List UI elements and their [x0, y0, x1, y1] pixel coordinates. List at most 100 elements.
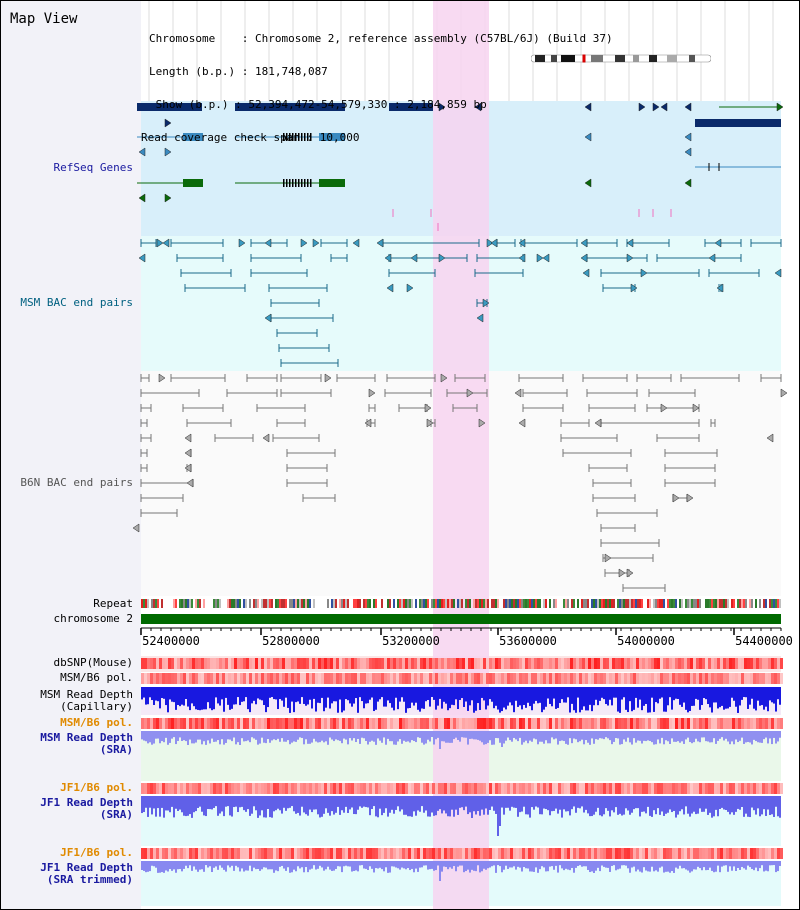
- msm-sra-depth-bar: [427, 731, 429, 740]
- msm-sra-depth-bar: [525, 731, 527, 741]
- jf1-trim-depth-bar: [331, 861, 333, 871]
- jf1-trim-depth-bar: [599, 861, 601, 872]
- exon-mark: [301, 133, 303, 141]
- jf1-trim-depth-bar: [543, 861, 545, 868]
- jf1-sra-depth-bar: [329, 796, 331, 816]
- msm-sra-depth-bar: [375, 731, 377, 745]
- msm-b6-pol2-cell: [258, 718, 261, 729]
- msm-sra-depth-bar: [291, 731, 293, 743]
- dbsnp-cell: [285, 658, 288, 669]
- repeat-cell: [477, 599, 479, 608]
- dbsnp-cell: [153, 658, 156, 669]
- jf1-trim-depth-bar: [535, 861, 537, 868]
- msm-b6-pol2-cell: [321, 718, 324, 729]
- jf1-trim-depth-bar: [363, 861, 365, 869]
- msm-b6-pol2-cell: [738, 718, 741, 729]
- msm-cap-depth-bar: [741, 687, 743, 700]
- jf1-sra-depth-bar: [157, 796, 159, 809]
- msm-cap-depth-bar: [311, 687, 313, 709]
- msm-b6-pol-cell: [705, 673, 708, 684]
- jf1-sra-depth-bar: [233, 796, 235, 808]
- jf1-sra-depth-bar: [501, 796, 503, 808]
- jf1-sra-depth-bar: [681, 796, 683, 810]
- jf1-sra-depth-bar: [163, 796, 165, 818]
- dbsnp-cell: [666, 658, 669, 669]
- jf1-trim-depth-bar: [371, 861, 373, 869]
- jf1-b6-pol-cell: [630, 783, 633, 794]
- msm-b6-pol-cell: [234, 673, 237, 684]
- jf1-trim-depth-bar: [523, 861, 525, 868]
- msm-sra-depth-bar: [467, 731, 469, 745]
- msm-sra-depth-bar: [763, 731, 765, 740]
- jf1-sra-depth-bar: [143, 796, 145, 813]
- dbsnp-cell: [300, 658, 303, 669]
- jf1-trim-depth-bar: [475, 861, 477, 872]
- msm-b6-pol-cell: [162, 673, 165, 684]
- jf1-b6-pol-cell: [543, 783, 546, 794]
- repeat-cell: [505, 599, 507, 608]
- jf1-sra-depth-bar: [361, 796, 363, 808]
- msm-b6-pol-cell: [381, 673, 384, 684]
- jf1-sra-depth-bar: [401, 796, 403, 810]
- msm-cap-depth-bar: [569, 687, 571, 713]
- jf1-b6-pol-cell: [231, 783, 234, 794]
- msm-sra-depth-bar: [611, 731, 613, 745]
- jf1-sra-depth-bar: [293, 796, 295, 812]
- msm-b6-pol-cell: [555, 673, 558, 684]
- jf1-b6-pol2-cell: [147, 848, 150, 859]
- dbsnp-cell: [402, 658, 405, 669]
- chromosome-ideogram[interactable]: [531, 53, 711, 63]
- dbsnp-cell: [297, 658, 300, 669]
- dbsnp-cell: [189, 658, 192, 669]
- msm-cap-depth-bar: [179, 687, 181, 707]
- msm-sra-depth-bar: [743, 731, 745, 744]
- jf1-b6-pol-cell: [447, 783, 450, 794]
- msm-cap-depth-bar: [641, 687, 643, 711]
- jf1-b6-pol2-cell: [597, 848, 600, 859]
- repeat-cell: [631, 599, 633, 608]
- msm-sra-depth-bar: [389, 731, 391, 742]
- jf1-sra-depth-bar: [513, 796, 515, 808]
- jf1-b6-pol2-cell: [231, 848, 234, 859]
- msm-b6-pol-cell: [723, 673, 726, 684]
- jf1-sra-depth-bar: [247, 796, 249, 810]
- msm-cap-depth-bar: [401, 687, 403, 698]
- jf1-sra-depth-bar: [405, 796, 407, 815]
- dbsnp-cell: [195, 658, 198, 669]
- jf1-b6-pol-cell: [771, 783, 774, 794]
- msm-cap-depth-bar: [231, 687, 233, 709]
- msm-cap-depth-bar: [269, 687, 271, 698]
- msm-sra-depth-bar: [777, 731, 779, 742]
- jf1-sra-depth-bar: [461, 796, 463, 808]
- msm-sra-depth-bar: [567, 731, 569, 745]
- msm-sra-depth-bar: [357, 731, 359, 739]
- msm-b6-pol-cell: [183, 673, 186, 684]
- jf1-trim-depth-bar: [545, 861, 547, 872]
- msm-sra-depth-bar: [399, 731, 401, 740]
- msm-b6-pol2-cell: [651, 718, 654, 729]
- msm-b6-pol-cell: [237, 673, 240, 684]
- msm-b6-pol-cell: [288, 673, 291, 684]
- msm-cap-depth-bar: [437, 687, 439, 706]
- jf1-b6-pol-cell: [717, 783, 720, 794]
- jf1-b6-pol-cell: [441, 783, 444, 794]
- msm-cap-depth-bar: [553, 687, 555, 699]
- msm-b6-pol2-cell: [627, 718, 630, 729]
- jf1-trim-depth-bar: [755, 861, 757, 868]
- msm-sra-depth-bar: [579, 731, 581, 742]
- jf1-trim-depth-bar: [721, 861, 723, 867]
- repeat-cell: [161, 599, 163, 608]
- msm-sra-depth-bar: [409, 731, 411, 743]
- jf1-b6-pol2-cell: [375, 848, 378, 859]
- jf1-trim-depth-bar: [369, 861, 371, 867]
- jf1-b6-pol2-cell: [666, 848, 669, 859]
- msm-b6-pol2-cell: [558, 718, 561, 729]
- msm-b6-pol2-cell: [501, 718, 504, 729]
- jf1-trim-depth-bar: [279, 861, 281, 867]
- jf1-trim-depth-bar: [575, 861, 577, 868]
- msm-sra-depth-bar: [701, 731, 703, 738]
- msm-cap-depth-bar: [639, 687, 641, 700]
- jf1-b6-pol2-cell: [519, 848, 522, 859]
- msm-cap-depth-bar: [475, 687, 477, 711]
